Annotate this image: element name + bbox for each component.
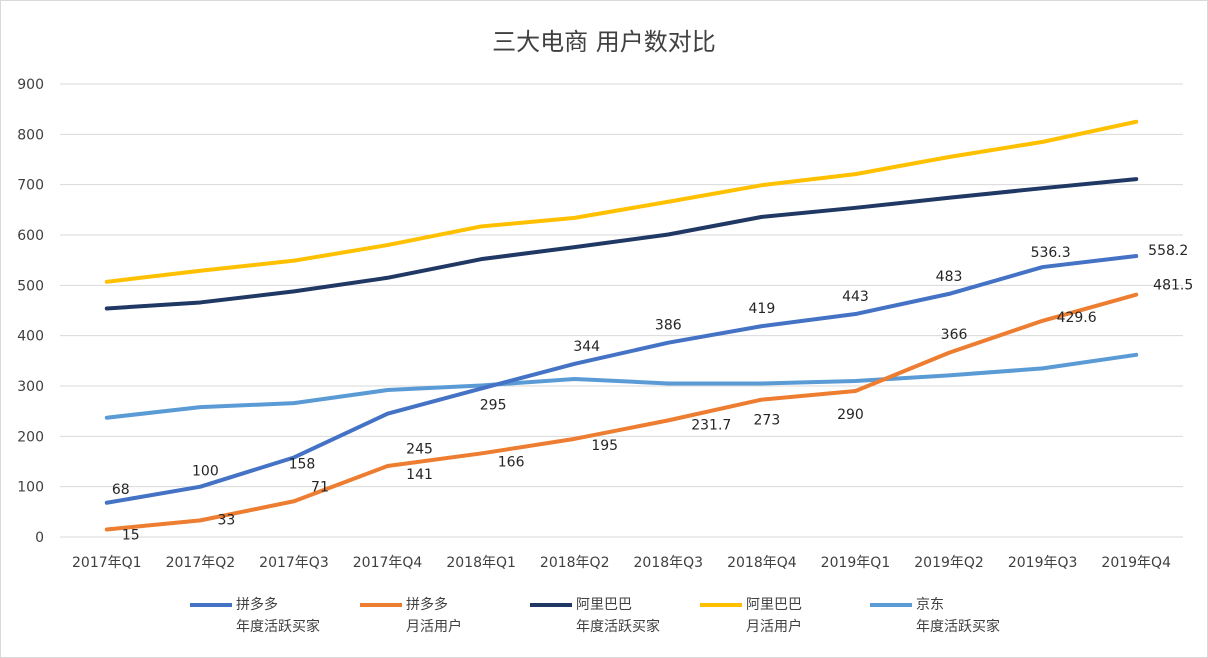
- y-tick-label: 0: [35, 530, 44, 546]
- legend-item: 阿里巴巴 月活用户: [700, 594, 870, 638]
- data-label: 100: [192, 464, 219, 480]
- data-label: 295: [480, 398, 507, 414]
- data-label: 536.3: [1031, 245, 1071, 261]
- data-label: 429.6: [1057, 310, 1097, 326]
- data-label: 273: [754, 413, 781, 429]
- legend-swatch: [360, 603, 402, 607]
- y-tick-label: 200: [17, 429, 44, 445]
- data-label: 195: [591, 438, 618, 454]
- legend-label: 拼多多 年度活跃买家: [236, 597, 320, 635]
- y-tick-label: 600: [17, 228, 44, 244]
- data-label: 558.2: [1148, 243, 1188, 259]
- y-tick-label: 400: [17, 329, 44, 345]
- data-label: 158: [289, 456, 316, 472]
- data-label: 483: [936, 269, 963, 285]
- y-tick-label: 800: [17, 127, 44, 143]
- data-label: 386: [655, 318, 682, 334]
- data-label: 166: [498, 454, 525, 470]
- legend-item: 阿里巴巴 年度活跃买家: [530, 594, 700, 638]
- data-label: 68: [112, 482, 130, 498]
- y-tick-label: 300: [17, 379, 44, 395]
- legend-item: 京东 年度活跃买家: [870, 594, 1040, 638]
- x-tick-label: 2017年Q4: [353, 555, 423, 571]
- x-tick-label: 2018年Q1: [446, 555, 516, 571]
- legend-swatch: [700, 603, 742, 607]
- legend-swatch: [530, 603, 572, 607]
- y-tick-label: 500: [17, 278, 44, 294]
- series-line-0: [104, 254, 1139, 505]
- data-label: 141: [406, 467, 433, 483]
- y-tick-label: 900: [17, 77, 44, 93]
- data-label: 33: [217, 512, 235, 528]
- data-label: 443: [842, 289, 869, 305]
- series-line-4: [104, 352, 1139, 420]
- x-tick-label: 2018年Q3: [634, 555, 704, 571]
- data-label: 71: [311, 479, 329, 495]
- legend-label: 拼多多 月活用户: [406, 597, 462, 635]
- chart-title: 三大电商 用户数对比: [492, 28, 716, 56]
- x-tick-label: 2019年Q1: [821, 555, 891, 571]
- x-tick-label: 2018年Q2: [540, 555, 610, 571]
- x-tick-label: 2017年Q1: [72, 555, 142, 571]
- series-line-1: [104, 292, 1139, 532]
- x-tick-label: 2017年Q2: [166, 555, 236, 571]
- legend-swatch: [190, 603, 232, 607]
- legend-swatch: [870, 603, 912, 607]
- data-label: 290: [837, 407, 864, 423]
- data-label: 366: [941, 327, 968, 343]
- legend-label: 阿里巴巴 月活用户: [746, 597, 802, 635]
- legend-item: 拼多多 年度活跃买家: [190, 594, 360, 638]
- data-label: 15: [122, 527, 140, 543]
- data-label: 231.7: [691, 417, 731, 433]
- series-line-3: [104, 119, 1139, 284]
- data-label: 245: [406, 442, 433, 458]
- legend-label: 京东 年度活跃买家: [916, 597, 1000, 635]
- x-tick-label: 2019年Q4: [1101, 555, 1171, 571]
- x-tick-label: 2019年Q3: [1008, 555, 1078, 571]
- legend-label: 阿里巴巴 年度活跃买家: [576, 597, 660, 635]
- data-label: 419: [749, 301, 776, 317]
- y-tick-label: 100: [17, 480, 44, 496]
- data-label: 481.5: [1153, 278, 1193, 294]
- data-label: 344: [573, 339, 600, 355]
- x-tick-label: 2019年Q2: [914, 555, 984, 571]
- legend-item: 拼多多 月活用户: [360, 594, 530, 638]
- x-tick-label: 2018年Q4: [727, 555, 797, 571]
- y-tick-label: 700: [17, 178, 44, 194]
- series-line-2: [104, 177, 1139, 311]
- x-tick-label: 2017年Q3: [259, 555, 329, 571]
- legend: 拼多多 年度活跃买家 拼多多 月活用户 阿里巴巴 年度活跃买家 阿里巴巴 月活用户 京东…: [190, 594, 1040, 638]
